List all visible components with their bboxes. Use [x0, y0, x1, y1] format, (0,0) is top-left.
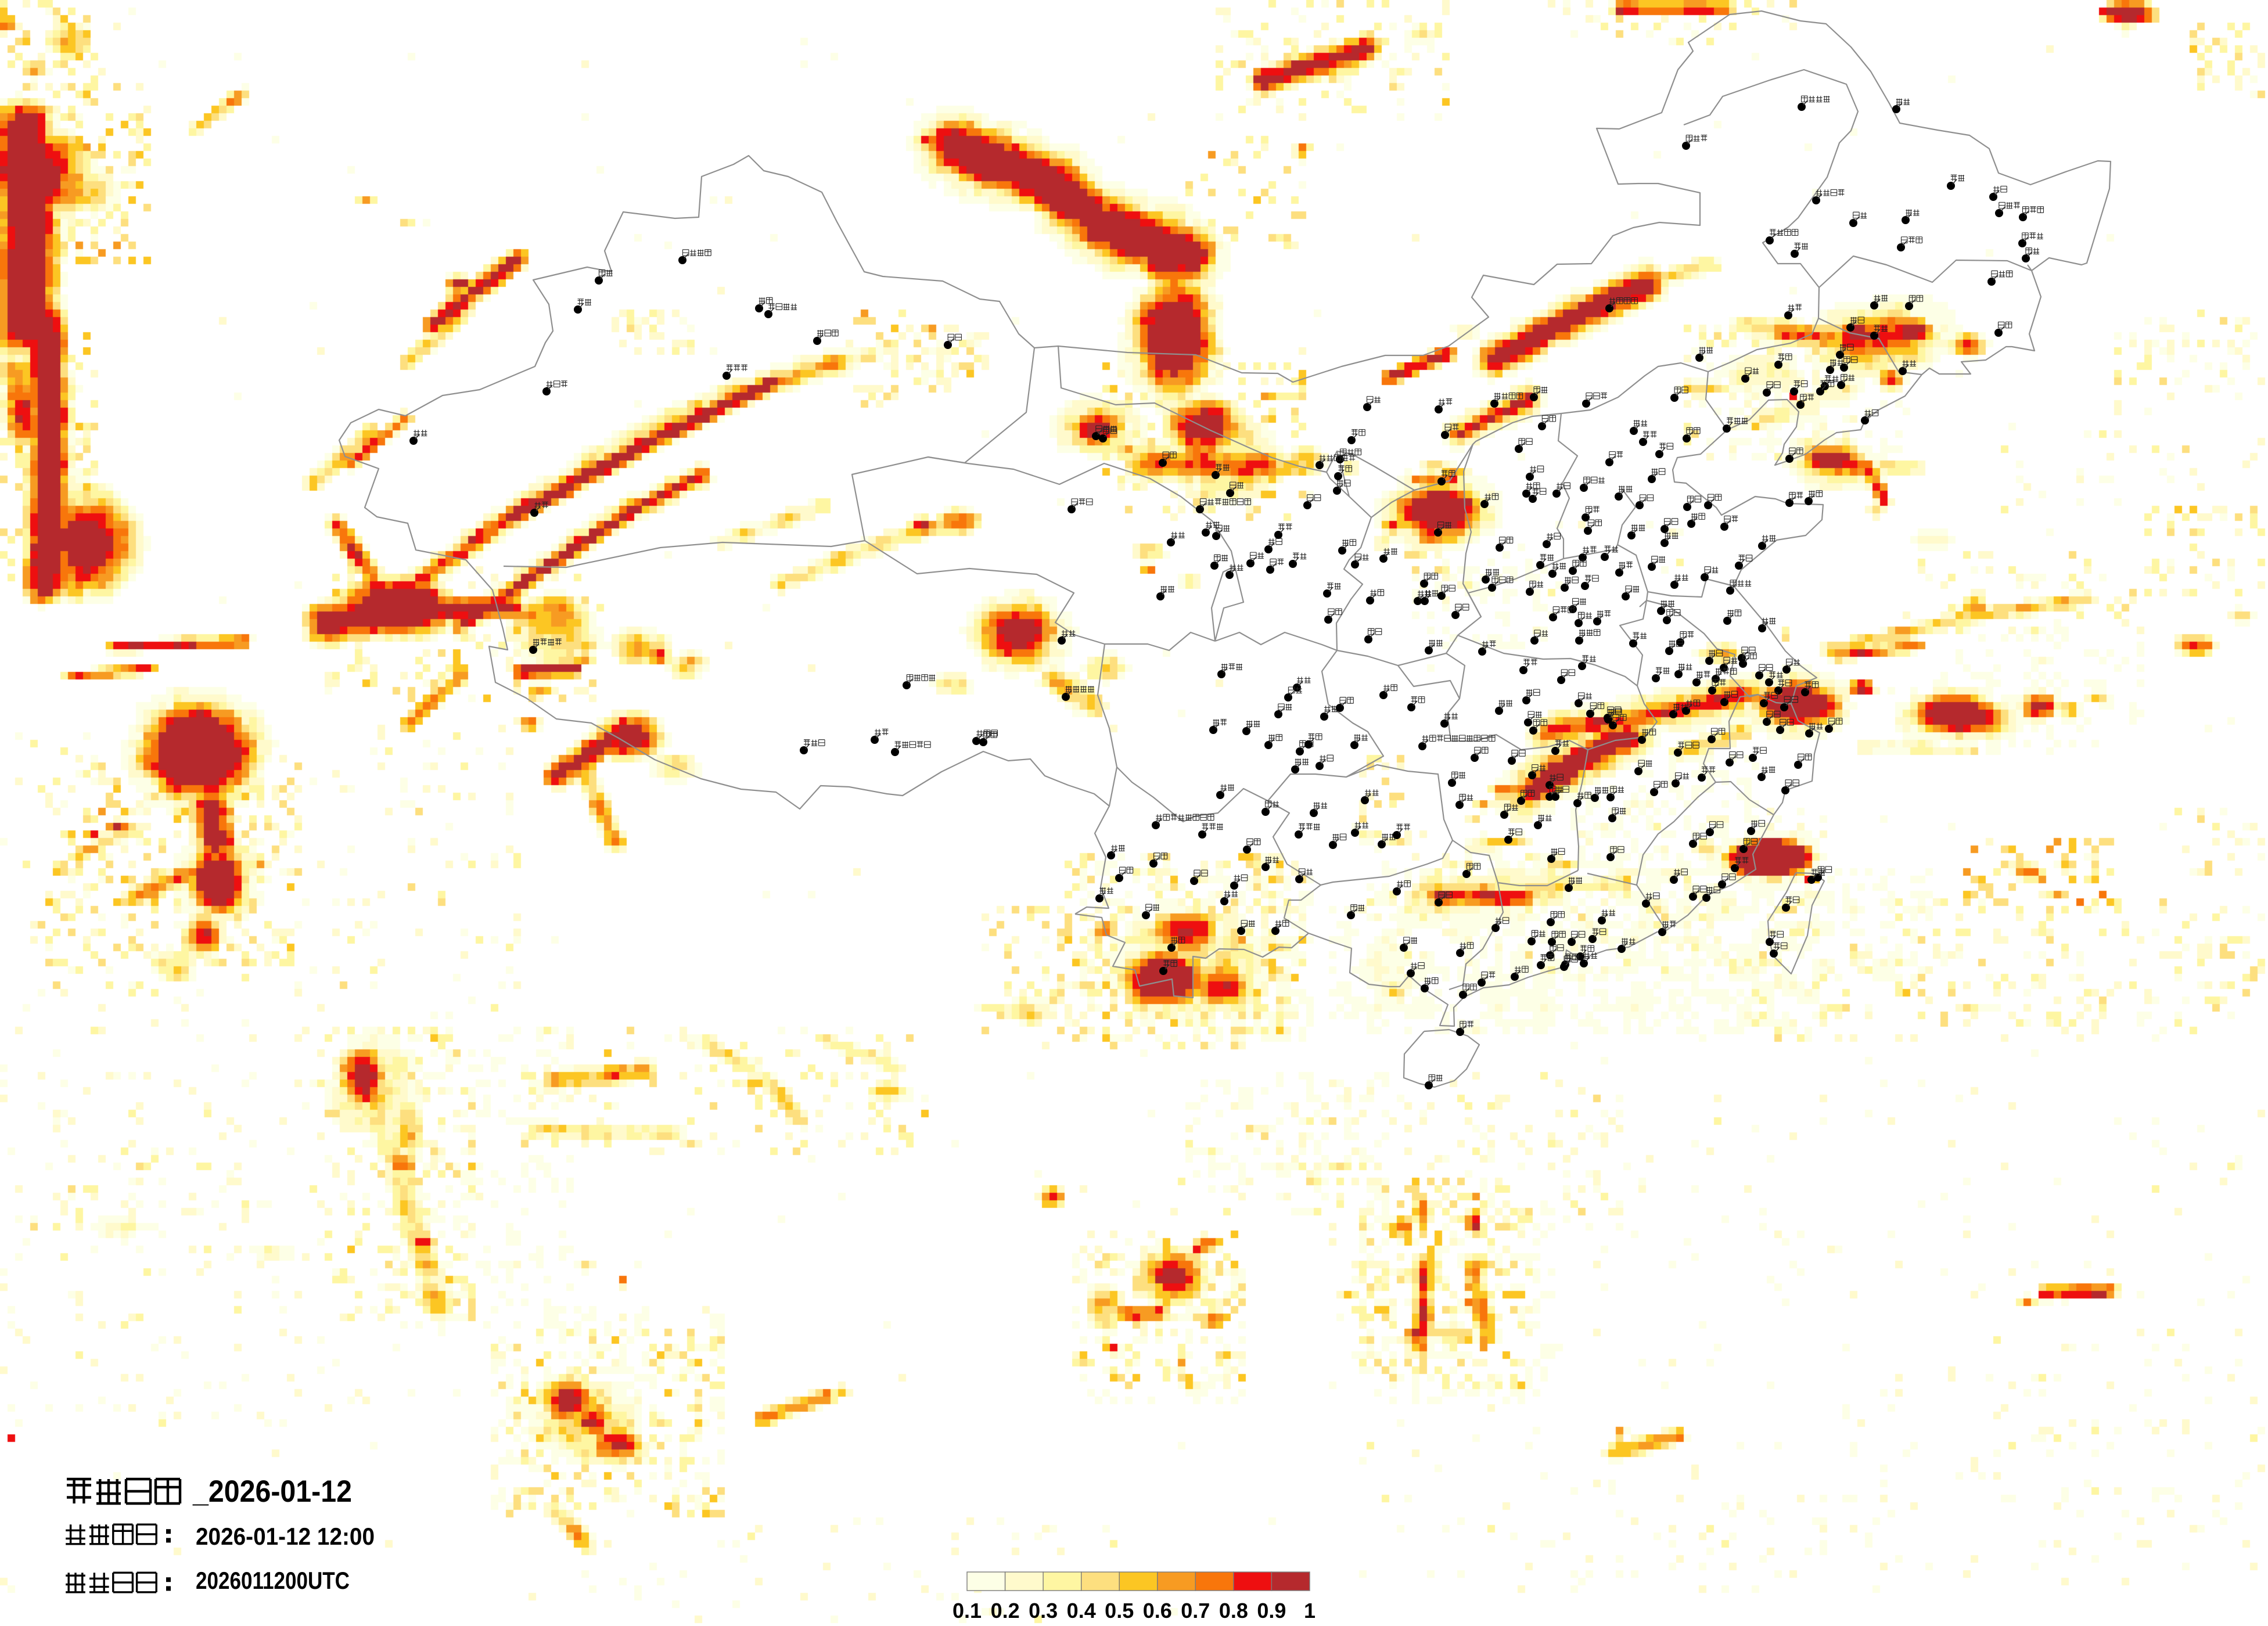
svg-text:2026-01-12 12:00: 2026-01-12 12:00 — [196, 1523, 375, 1550]
svg-text:0.5: 0.5 — [1105, 1599, 1134, 1623]
svg-text:0.2: 0.2 — [991, 1599, 1020, 1623]
svg-text:0.4: 0.4 — [1067, 1599, 1096, 1623]
svg-text:2026011200UTC: 2026011200UTC — [196, 1567, 350, 1594]
svg-text:0.3: 0.3 — [1029, 1599, 1058, 1623]
svg-text:1: 1 — [1304, 1599, 1315, 1623]
svg-text:0.8: 0.8 — [1219, 1599, 1248, 1623]
svg-text:0.1: 0.1 — [953, 1599, 982, 1623]
svg-text:0.9: 0.9 — [1257, 1599, 1286, 1623]
svg-text:0.6: 0.6 — [1143, 1599, 1172, 1623]
svg-text:0.7: 0.7 — [1181, 1599, 1210, 1623]
svg-text:_2026-01-12: _2026-01-12 — [192, 1474, 352, 1509]
